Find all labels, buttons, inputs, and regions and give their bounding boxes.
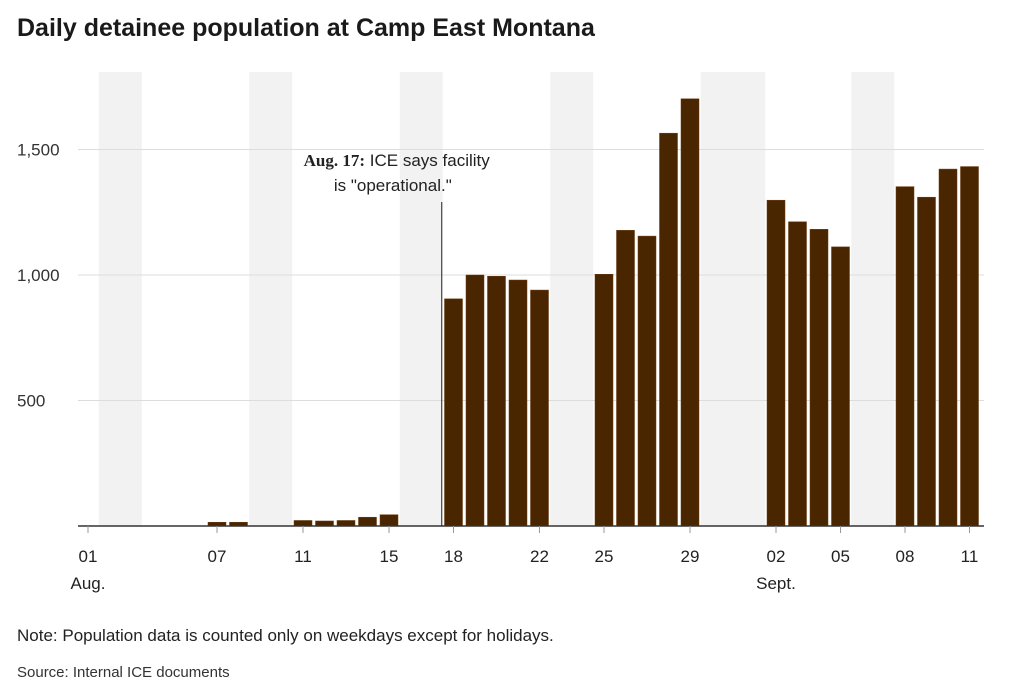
bar xyxy=(530,289,549,527)
x-tick-label: 18 xyxy=(444,547,463,566)
bar xyxy=(594,273,614,527)
weekend-shade xyxy=(550,72,594,526)
bar xyxy=(809,229,829,527)
y-tick-label: 1,000 xyxy=(17,266,60,285)
x-month-label: Aug. xyxy=(71,574,106,593)
x-month-label: Sept. xyxy=(756,574,796,593)
bar xyxy=(766,199,786,527)
weekend-shade xyxy=(249,72,293,526)
bar xyxy=(960,166,979,527)
bar xyxy=(508,279,528,527)
weekend-shade xyxy=(851,72,895,526)
y-tick-label: 500 xyxy=(17,392,45,411)
bar xyxy=(637,235,657,527)
bar xyxy=(659,132,678,527)
bar xyxy=(465,274,485,527)
bar xyxy=(358,516,377,527)
x-tick-label: 22 xyxy=(530,547,549,566)
bar xyxy=(938,168,958,527)
bar xyxy=(293,520,313,527)
bar xyxy=(917,196,936,527)
bar xyxy=(487,276,506,527)
bar xyxy=(616,230,635,527)
weekend-shade xyxy=(98,72,142,526)
x-tick-label: 05 xyxy=(831,547,850,566)
weekend-shade xyxy=(700,72,766,526)
weekend-shade xyxy=(399,72,443,526)
x-tick-label: 15 xyxy=(380,547,399,566)
bar-chart: 500 1,000 1,500 01 Aug. 07 11 15 18 22 25 29 02 Sept.… xyxy=(17,72,984,593)
bar xyxy=(788,221,807,527)
bar xyxy=(895,186,915,527)
x-tick-label: 08 xyxy=(896,547,915,566)
bar xyxy=(379,514,399,527)
annotation-text: Aug. 17: ICE says facility xyxy=(304,151,491,170)
x-tick-label: 07 xyxy=(208,547,227,566)
chart-source: Source: Internal ICE documents xyxy=(17,664,230,681)
bar xyxy=(831,246,850,527)
bar xyxy=(444,298,463,527)
annotation-text: is "operational." xyxy=(334,176,452,195)
x-tick-label: 11 xyxy=(294,547,312,566)
x-tick-label: 29 xyxy=(681,547,700,566)
x-tick-label: 25 xyxy=(595,547,614,566)
bar xyxy=(315,520,334,527)
chart-note: Note: Population data is counted only on… xyxy=(17,626,554,645)
x-tick-label: 11 xyxy=(961,547,979,566)
bar xyxy=(336,520,356,527)
chart-title: Daily detainee population at Camp East M… xyxy=(17,14,595,42)
bar xyxy=(680,98,700,527)
y-tick-label: 1,500 xyxy=(17,141,60,160)
x-tick-label: 01 xyxy=(79,547,98,566)
x-tick-label: 02 xyxy=(767,547,786,566)
